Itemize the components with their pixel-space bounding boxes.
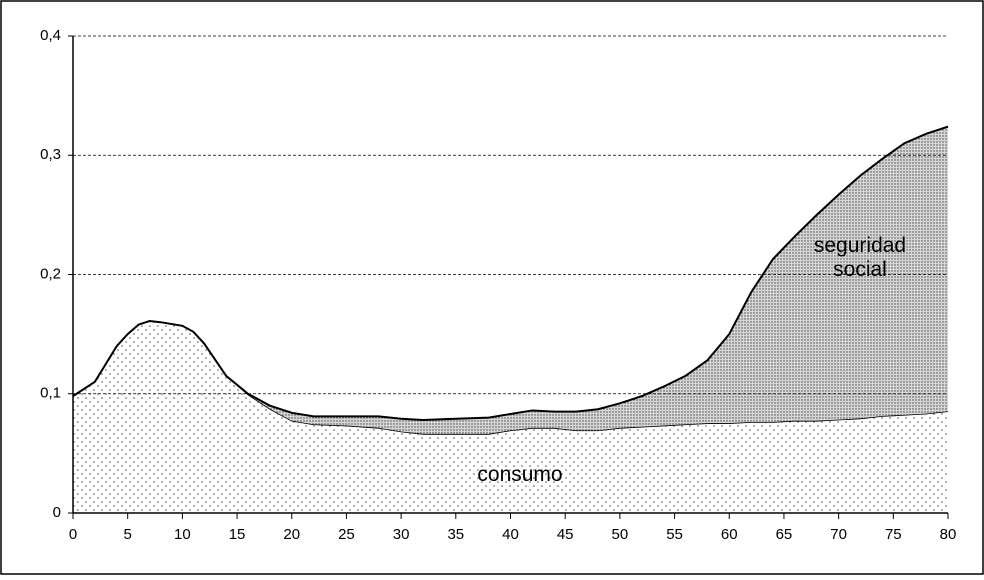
x-tick-label: 80: [940, 526, 957, 543]
y-tick-label: 0,3: [40, 146, 61, 163]
x-tick-label: 50: [612, 526, 629, 543]
x-tick-label: 0: [69, 526, 77, 543]
y-tick-label: 0,4: [40, 27, 61, 44]
x-tick-label: 35: [447, 526, 464, 543]
x-tick-label: 75: [885, 526, 902, 543]
x-tick-label: 40: [502, 526, 519, 543]
x-tick-label: 65: [776, 526, 793, 543]
x-tick-label: 5: [124, 526, 132, 543]
y-tick-label: 0: [53, 504, 61, 521]
x-tick-label: 45: [557, 526, 574, 543]
x-tick-label: 10: [174, 526, 191, 543]
x-tick-label: 55: [666, 526, 683, 543]
area-fill: [73, 126, 948, 435]
x-tick-label: 60: [721, 526, 738, 543]
x-tick-label: 20: [283, 526, 300, 543]
y-tick-label: 0,1: [40, 385, 61, 402]
x-tick-label: 70: [830, 526, 847, 543]
area-edge: [72, 125, 949, 421]
area-label: seguridad social: [813, 234, 907, 281]
area-label: consumo: [477, 463, 563, 486]
x-tick-label: 30: [393, 526, 410, 543]
x-tick-label: 15: [229, 526, 246, 543]
y-tick-label: 0,2: [40, 265, 61, 282]
area-fill: [73, 321, 948, 513]
x-tick-label: 25: [338, 526, 355, 543]
